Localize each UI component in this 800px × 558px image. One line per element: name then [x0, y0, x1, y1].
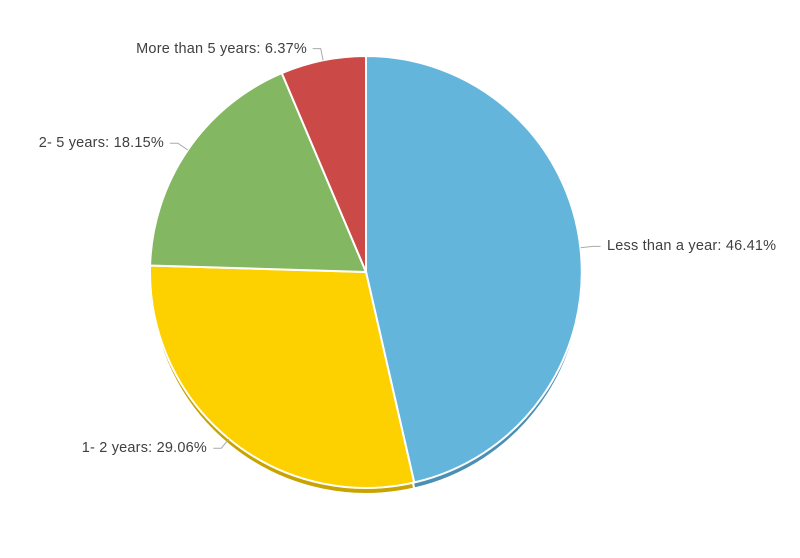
leader-line-2-5-years: [169, 142, 189, 151]
leader-line-less-than-a-year: [580, 245, 601, 249]
leader-line-1-2-years: [213, 438, 230, 449]
pie-slice-1-2-years[interactable]: [149, 264, 416, 489]
leader-line-more-than-5-years: [312, 48, 324, 61]
pie-slice-less-than-a-year[interactable]: [365, 55, 583, 484]
pie-slice-2-5-years[interactable]: [149, 72, 367, 273]
pie-slice-more-than-5-years[interactable]: [280, 55, 367, 273]
pie-slices-layer: [149, 55, 583, 489]
